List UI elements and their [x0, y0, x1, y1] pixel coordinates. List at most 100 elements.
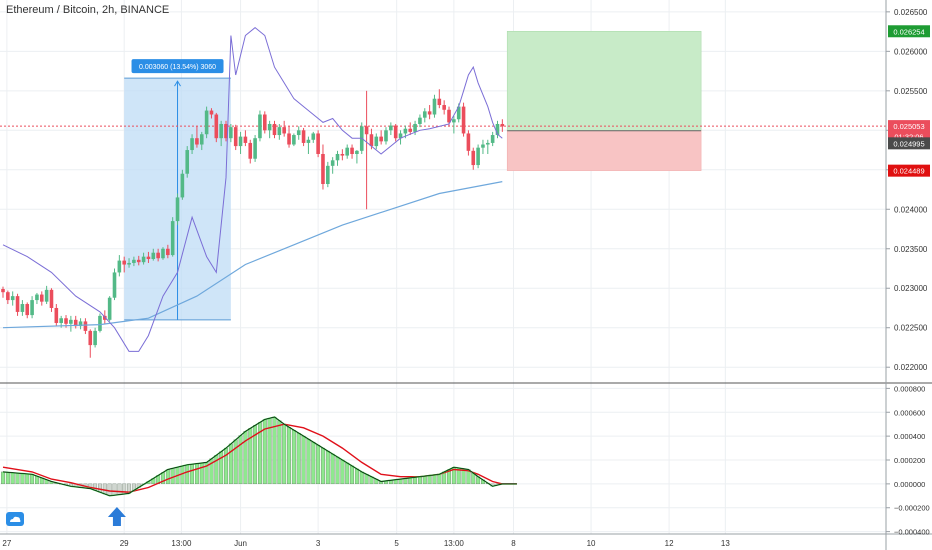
- time-tick-label: 27: [2, 539, 11, 548]
- candle-body: [330, 160, 335, 166]
- candle-body: [83, 321, 88, 331]
- candle-body: [461, 106, 466, 134]
- macd-histogram-bar: [10, 472, 15, 485]
- candle-body: [229, 127, 233, 139]
- candle-body: [98, 315, 102, 331]
- price-tick-label: 0.022000: [894, 363, 928, 372]
- candle-body: [44, 289, 49, 302]
- price-tick-label: 0.023500: [894, 245, 928, 254]
- candles: [1, 89, 505, 358]
- candle-body: [224, 123, 228, 139]
- candle-body: [156, 252, 160, 259]
- candle-body: [311, 133, 316, 140]
- target-price-badge: [888, 25, 930, 38]
- candle-body: [287, 133, 291, 145]
- macd-histogram-bar: [291, 430, 296, 485]
- candle-body: [107, 297, 112, 320]
- cloud-logo-icon[interactable]: [6, 512, 24, 526]
- candle-body: [10, 296, 15, 301]
- candle-body: [277, 127, 282, 136]
- candle-body: [296, 130, 301, 136]
- candle-body: [408, 128, 413, 132]
- time-tick-label: 12: [665, 539, 674, 548]
- candle-body: [374, 136, 379, 147]
- candle-body: [243, 136, 248, 143]
- candle-body: [258, 114, 262, 139]
- macd-histogram-bar: [1, 471, 5, 485]
- candle-body: [500, 123, 505, 127]
- candle-body: [112, 272, 117, 298]
- price-tick-label: 0.025500: [894, 87, 928, 96]
- macd-histogram-bar: [180, 465, 185, 485]
- candle-body: [73, 319, 78, 327]
- candle-body: [253, 138, 257, 159]
- measure-label-box: [131, 59, 224, 74]
- macd-histogram-bar: [335, 456, 340, 485]
- target-price-badge-label: 0.026254: [893, 27, 924, 36]
- candle-body: [6, 292, 10, 301]
- macd-histogram-bar: [432, 474, 437, 485]
- candle-body: [432, 98, 437, 115]
- candle-body: [345, 147, 350, 156]
- up-arrow-icon: [107, 507, 126, 526]
- macd-histogram-bar: [325, 450, 330, 485]
- moving-average-line: [2, 181, 503, 329]
- macd-histogram-bar: [316, 444, 321, 485]
- candle-body: [69, 319, 73, 324]
- macd-histogram-bar: [190, 464, 195, 485]
- candle-body: [185, 150, 190, 174]
- candle-body: [262, 114, 267, 131]
- candle-body: [122, 260, 126, 265]
- macd-histogram-bar: [102, 483, 107, 495]
- price-tick-label: 0.026000: [894, 47, 928, 56]
- price-badges: 0.026254 0.025053 01:32:060.024995 0.024489: [888, 25, 930, 177]
- candle-body: [161, 248, 165, 259]
- candle-body: [471, 150, 476, 166]
- macd-histogram-bar: [15, 472, 20, 485]
- macd-histogram-bar: [345, 462, 350, 485]
- macd-histogram-bar: [296, 432, 301, 485]
- measure-arrow-head: [174, 80, 181, 87]
- candle-body: [175, 197, 180, 222]
- candle-body: [39, 294, 44, 302]
- macd-histogram-bar: [287, 427, 291, 485]
- candle-body: [272, 123, 277, 136]
- macd-histogram-bar: [112, 483, 117, 496]
- macd-histogram-bar: [340, 459, 345, 485]
- candle-body: [335, 153, 340, 161]
- macd-histogram-bar: [301, 435, 306, 485]
- macd-histogram-bar: [408, 477, 413, 485]
- measure-label: 0.003060 (13.54%) 3060: [139, 64, 216, 71]
- macd-tick-label: −0.000200: [894, 504, 930, 513]
- candle-body: [282, 127, 286, 134]
- candle-body: [306, 139, 311, 143]
- candle-body: [180, 173, 185, 198]
- macd-histogram-bar: [277, 420, 282, 485]
- candle-body: [476, 147, 480, 166]
- time-tick-label: 13: [721, 539, 730, 548]
- candle-body: [78, 321, 83, 327]
- macd-tick-label: 0.000200: [894, 456, 925, 465]
- macd-histogram-bar: [437, 474, 442, 485]
- macd-histogram-bar: [417, 476, 422, 485]
- candle-body: [292, 135, 296, 145]
- entry-price-badge-label: 0.024995: [893, 139, 924, 148]
- time-tick-label: Jun: [234, 539, 247, 548]
- time-tick-label: 13:00: [444, 539, 465, 548]
- candle-body: [447, 109, 451, 123]
- candle-body: [418, 117, 422, 124]
- candle-body: [166, 248, 170, 256]
- macd-histogram-bar: [165, 469, 170, 485]
- macd-histogram-bar: [5, 472, 10, 485]
- current-price-badge-label: 0.025053: [893, 122, 924, 131]
- candle-body: [151, 252, 156, 260]
- candle-body: [141, 256, 146, 263]
- macd-pane: [0, 382, 932, 526]
- macd-histogram-bar: [354, 468, 359, 485]
- candle-body: [93, 330, 97, 346]
- candle-body: [422, 111, 427, 118]
- candle-body: [233, 127, 238, 147]
- candle-body: [301, 130, 306, 143]
- macd-histogram-outline: [2, 416, 517, 497]
